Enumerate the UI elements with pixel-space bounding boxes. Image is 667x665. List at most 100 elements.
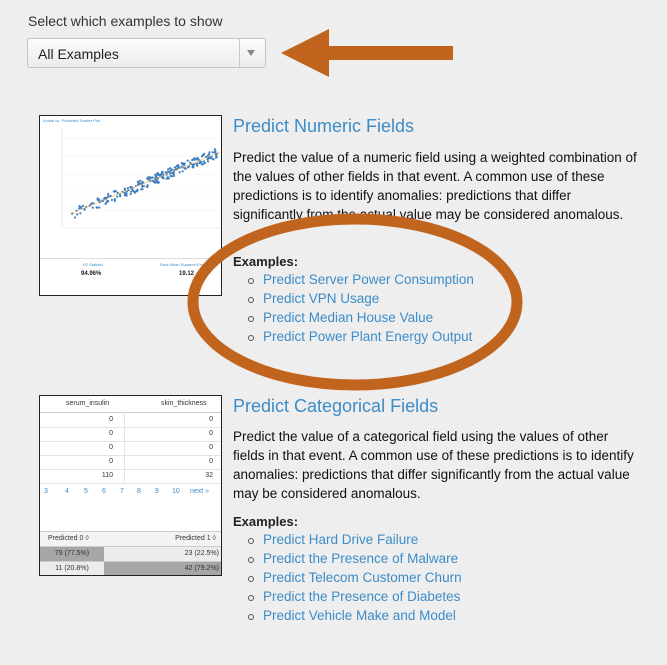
- stat-label: R2 Statistic: [83, 262, 104, 267]
- examples-label: Examples:: [233, 254, 299, 269]
- example-link[interactable]: Predict Server Power Consumption: [263, 272, 474, 287]
- scatter-point: [126, 187, 129, 190]
- scatter-point: [141, 185, 144, 188]
- scatter-point: [173, 166, 177, 169]
- example-link[interactable]: Predict Vehicle Make and Model: [263, 608, 456, 623]
- example-link[interactable]: Predict Power Plant Energy Output: [263, 329, 473, 344]
- scatter-point: [146, 184, 149, 187]
- table-cell: 11 (20.8%): [40, 562, 104, 575]
- scatter-point: [193, 158, 196, 161]
- example-link[interactable]: Predict the Presence of Diabetes: [263, 589, 461, 604]
- scatter-point: [178, 171, 181, 174]
- scatter-point: [198, 161, 201, 165]
- select-value: All Examples: [38, 46, 119, 62]
- scatter-point: [164, 171, 167, 174]
- bullet-icon: [248, 538, 254, 544]
- page-link[interactable]: 10: [172, 488, 180, 495]
- bullet-icon: [248, 316, 254, 322]
- page-link[interactable]: 4: [65, 488, 69, 495]
- list-item: Predict Hard Drive Failure: [248, 530, 462, 549]
- select-toggle-button[interactable]: [239, 39, 265, 67]
- page-link[interactable]: 7: [120, 488, 124, 495]
- page-link[interactable]: 8: [137, 488, 141, 495]
- scatter-point: [156, 172, 159, 175]
- list-item: Predict Vehicle Make and Model: [248, 606, 462, 625]
- scatter-point: [209, 156, 212, 160]
- column-header: serum_insulin: [66, 400, 110, 407]
- numeric-thumbnail[interactable]: Actual vs. Predicted Scatter Plot R2 Sta…: [39, 115, 222, 296]
- scatter-point: [191, 158, 194, 162]
- next-page-link[interactable]: next »: [190, 488, 210, 495]
- scatter-point: [159, 173, 162, 176]
- scatter-point: [116, 191, 119, 194]
- annotation-arrow-icon: [281, 29, 453, 77]
- page-link[interactable]: 9: [155, 488, 159, 495]
- scatter-point: [165, 177, 168, 180]
- scatter-point: [154, 173, 157, 176]
- scatter-point: [91, 206, 94, 209]
- examples-label: Examples:: [233, 514, 299, 529]
- scatter-point: [180, 161, 184, 165]
- scatter-point: [78, 205, 81, 208]
- column-header: Predicted 0 ◊: [48, 535, 89, 542]
- scatter-point: [123, 191, 126, 194]
- table-row: 110 32: [40, 469, 221, 484]
- example-link[interactable]: Predict Telecom Customer Churn: [263, 570, 462, 585]
- scatter-point: [160, 171, 164, 174]
- list-item: Predict VPN Usage: [248, 289, 474, 308]
- bullet-icon: [248, 595, 254, 601]
- numeric-card-title[interactable]: Predict Numeric Fields: [233, 116, 415, 136]
- scatter-point: [104, 202, 107, 205]
- scatter-point: [110, 198, 113, 202]
- chevron-down-icon: [247, 50, 255, 56]
- scatter-point: [96, 198, 99, 201]
- scatter-point: [76, 213, 79, 216]
- scatter-point: [129, 192, 132, 196]
- table-cell: 42 (79.2%): [104, 562, 221, 575]
- scatter-point: [137, 181, 140, 184]
- scatter-point: [136, 189, 139, 192]
- examples-select[interactable]: All Examples: [27, 38, 266, 68]
- scatter-point: [113, 190, 116, 193]
- list-item: Predict the Presence of Malware: [248, 549, 462, 568]
- scatter-point: [107, 192, 110, 196]
- scatter-point: [83, 208, 86, 211]
- example-link[interactable]: Predict VPN Usage: [263, 291, 380, 306]
- scatter-point: [207, 154, 210, 157]
- stat-value: 19.12: [179, 271, 195, 277]
- scatter-point: [211, 151, 214, 154]
- scatter-point: [215, 156, 218, 159]
- scatter-point: [141, 188, 144, 191]
- table-row: 79 (77.5%) 23 (22.5%): [40, 546, 221, 561]
- list-item: Predict Median House Value: [248, 308, 474, 327]
- example-link[interactable]: Predict Hard Drive Failure: [263, 532, 419, 547]
- scatter-point: [173, 174, 176, 177]
- example-link[interactable]: Predict the Presence of Malware: [263, 551, 459, 566]
- table-cell: 0: [209, 416, 213, 423]
- scatter-point: [113, 199, 116, 202]
- scatter-point: [136, 183, 140, 186]
- scatter-point: [95, 206, 98, 209]
- page-link[interactable]: 6: [102, 488, 106, 495]
- scatter-point: [103, 197, 106, 200]
- table-cell: 0: [109, 416, 113, 423]
- thumbnail-chart-title: Actual vs. Predicted Scatter Plot: [43, 118, 101, 123]
- scatter-point: [200, 163, 203, 166]
- scatter-point: [116, 195, 119, 198]
- pagination: 3 4 5 6 7 8 9 10 next »: [40, 488, 221, 498]
- scatter-point: [167, 168, 170, 171]
- table-cell: 0: [209, 430, 213, 437]
- scatter-point: [130, 190, 133, 193]
- page-link[interactable]: 5: [84, 488, 88, 495]
- categorical-card-title[interactable]: Predict Categorical Fields: [233, 396, 439, 416]
- example-link[interactable]: Predict Median House Value: [263, 310, 434, 325]
- scatter-point: [186, 166, 190, 169]
- page-link[interactable]: 3: [44, 488, 48, 495]
- scatter-point: [166, 170, 169, 173]
- scatter-point: [142, 185, 146, 188]
- list-item: Predict Power Plant Energy Output: [248, 327, 474, 346]
